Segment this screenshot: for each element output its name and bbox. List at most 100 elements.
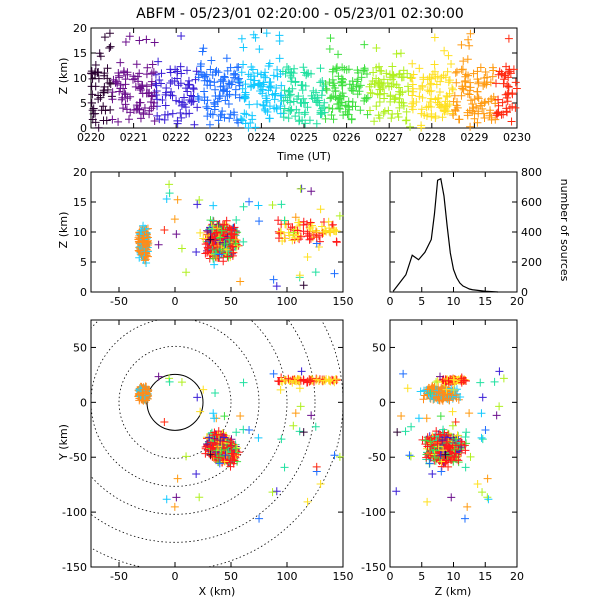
- source-marker: [486, 106, 495, 115]
- y-tick-label: 10: [73, 226, 87, 239]
- source-marker: [407, 74, 416, 83]
- source-marker: [241, 80, 250, 89]
- y-tick-label: 5: [80, 256, 87, 269]
- source-marker: [158, 95, 167, 104]
- source-marker: [415, 64, 424, 73]
- source-marker: [324, 103, 333, 112]
- source-marker: [402, 107, 411, 116]
- source-marker: [166, 68, 175, 77]
- source-marker: [370, 117, 379, 126]
- source-marker: [189, 83, 198, 92]
- source-marker: [468, 99, 477, 108]
- source-marker: [295, 384, 304, 393]
- source-marker: [220, 72, 229, 81]
- source-marker: [239, 202, 248, 211]
- source-marker: [461, 432, 470, 441]
- source-marker: [435, 100, 444, 109]
- source-marker: [483, 493, 492, 502]
- source-marker: [459, 85, 468, 94]
- source-marker: [137, 226, 146, 235]
- source-marker: [277, 435, 286, 444]
- source-marker: [387, 82, 396, 91]
- x-tick-label: 0224: [247, 131, 275, 144]
- x-tick-label: 0227: [375, 131, 403, 144]
- source-marker: [279, 96, 288, 105]
- source-marker: [138, 237, 147, 246]
- source-marker: [301, 119, 310, 128]
- source-marker: [114, 117, 123, 126]
- source-marker: [211, 92, 220, 101]
- x-tick-label: -50: [110, 295, 128, 308]
- source-marker: [389, 71, 398, 80]
- source-marker: [334, 50, 343, 59]
- source-marker: [299, 63, 308, 72]
- source-marker: [327, 93, 336, 102]
- source-marker: [333, 100, 342, 109]
- source-marker: [466, 96, 475, 105]
- x-tick-label: 20: [510, 570, 524, 583]
- source-marker: [205, 120, 214, 129]
- source-marker: [268, 201, 277, 210]
- source-marker: [143, 63, 152, 72]
- source-marker: [177, 113, 186, 122]
- source-marker: [147, 77, 156, 86]
- source-marker: [437, 73, 446, 82]
- source-marker: [504, 82, 513, 91]
- source-marker: [491, 115, 500, 124]
- source-marker: [409, 87, 418, 96]
- source-marker: [188, 97, 197, 106]
- source-marker: [280, 86, 289, 95]
- source-marker: [316, 64, 325, 73]
- source-marker: [211, 389, 220, 398]
- source-marker: [215, 94, 224, 103]
- y-tick-label-right: 600: [521, 196, 542, 209]
- source-marker: [194, 73, 203, 82]
- source-marker: [473, 67, 482, 76]
- source-marker: [387, 114, 396, 123]
- source-marker: [462, 439, 471, 448]
- y-tick-label: -150: [62, 561, 87, 574]
- source-marker: [427, 86, 436, 95]
- source-marker: [121, 37, 130, 46]
- source-marker: [168, 109, 177, 118]
- source-marker: [297, 367, 306, 376]
- source-marker: [477, 409, 486, 418]
- source-marker: [299, 281, 308, 290]
- source-marker: [136, 114, 145, 123]
- source-marker: [270, 95, 279, 104]
- source-marker: [136, 230, 145, 239]
- source-marker: [395, 94, 404, 103]
- source-marker: [460, 77, 469, 86]
- source-marker: [280, 104, 289, 113]
- source-marker: [149, 102, 158, 111]
- source-marker: [121, 90, 130, 99]
- source-marker: [476, 63, 485, 72]
- source-marker: [146, 97, 155, 106]
- x-tick-label: 15: [478, 295, 492, 308]
- source-marker: [170, 77, 179, 86]
- source-marker: [388, 62, 397, 71]
- source-marker: [397, 412, 406, 421]
- source-marker: [345, 80, 354, 89]
- source-marker: [236, 277, 245, 286]
- source-marker: [401, 116, 410, 125]
- source-marker: [244, 123, 253, 132]
- source-marker: [328, 81, 337, 90]
- source-marker: [295, 108, 304, 117]
- source-marker: [202, 102, 211, 111]
- source-marker: [196, 62, 205, 71]
- source-marker: [125, 32, 134, 41]
- x-tick-label: 15: [478, 570, 492, 583]
- source-marker: [193, 393, 202, 402]
- source-marker: [325, 45, 334, 54]
- source-marker: [189, 85, 198, 94]
- source-marker: [433, 72, 442, 81]
- source-marker: [484, 97, 493, 106]
- source-marker: [437, 467, 446, 476]
- source-marker: [353, 77, 362, 86]
- source-marker: [379, 108, 388, 117]
- source-marker: [296, 402, 305, 411]
- source-marker: [460, 514, 469, 523]
